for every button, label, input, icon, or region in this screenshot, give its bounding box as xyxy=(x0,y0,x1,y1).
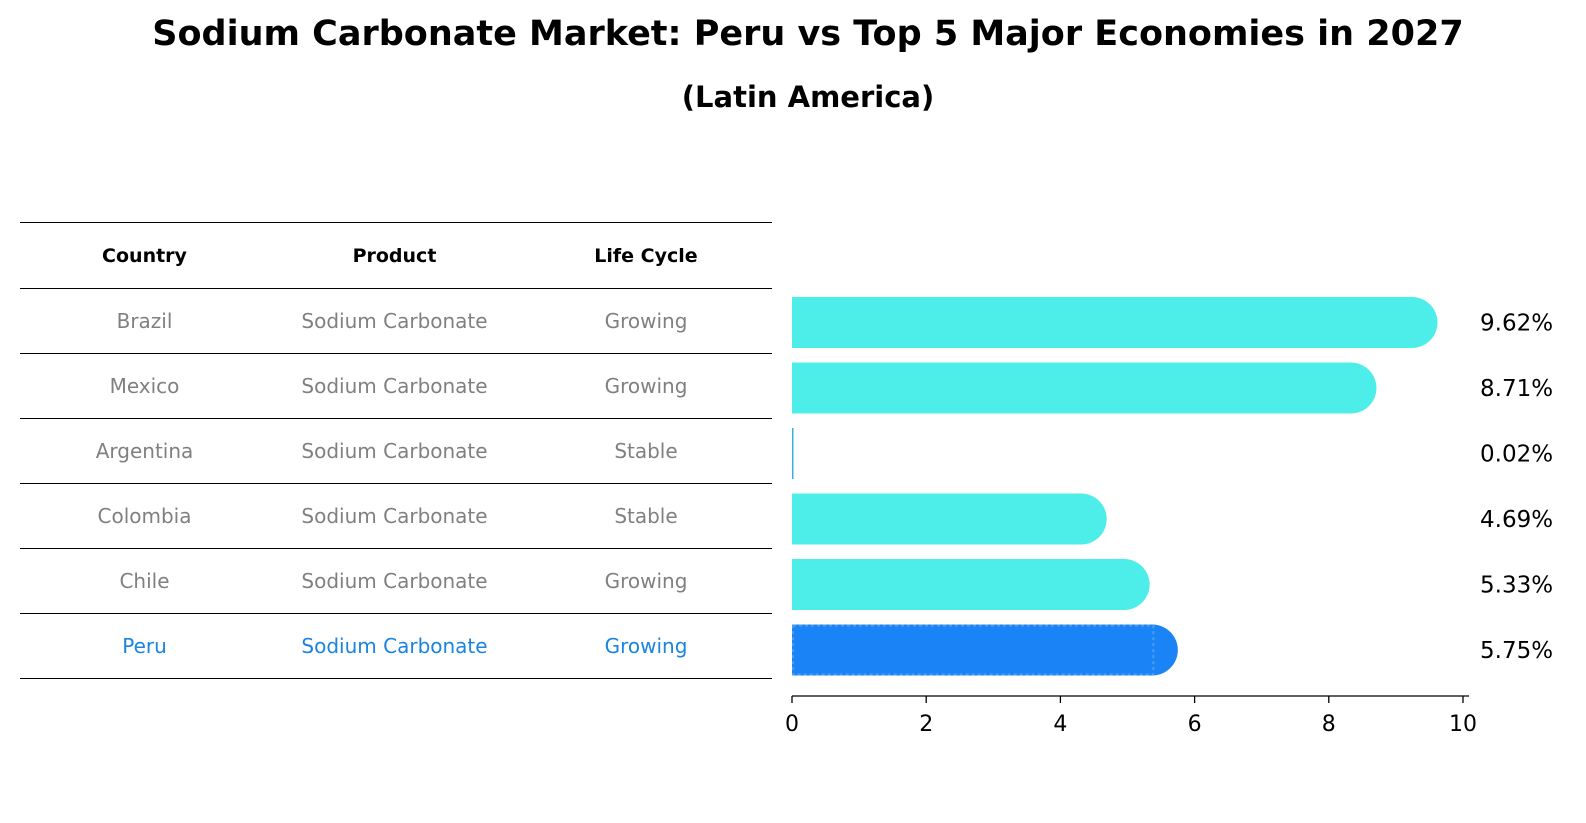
cell-product: Sodium Carbonate xyxy=(301,374,488,398)
x-tick-label: 4 xyxy=(1053,712,1067,737)
table-row-highlighted: Peru Sodium Carbonate Growing xyxy=(20,614,772,679)
value-label: 0.02% xyxy=(1480,442,1553,468)
cell-product: Sodium Carbonate xyxy=(301,634,488,658)
cell-life-cycle: Growing xyxy=(604,374,688,398)
bar-peru xyxy=(792,624,1178,676)
cell-country: Chile xyxy=(119,569,170,593)
value-label: 5.75% xyxy=(1480,638,1553,664)
header-life-cycle: Life Cycle xyxy=(594,244,698,267)
x-tick-label: 0 xyxy=(785,712,799,737)
cell-life-cycle: Growing xyxy=(604,634,688,658)
bar-chile xyxy=(792,559,1150,610)
table-header-row: Country Product Life Cycle xyxy=(20,222,772,289)
x-tick-label: 10 xyxy=(1449,712,1477,737)
value-label: 8.71% xyxy=(1480,376,1553,402)
cell-life-cycle: Growing xyxy=(604,309,688,333)
table-row: Colombia Sodium Carbonate Stable xyxy=(20,484,772,549)
table-row: Brazil Sodium Carbonate Growing xyxy=(20,289,772,354)
bar-mexico xyxy=(792,362,1377,414)
chart-subtitle: (Latin America) xyxy=(681,80,935,114)
cell-product: Sodium Carbonate xyxy=(301,439,488,463)
chart-title: Sodium Carbonate Market: Peru vs Top 5 M… xyxy=(152,14,1464,54)
cell-country: Peru xyxy=(122,634,167,658)
cell-country: Colombia xyxy=(97,504,192,528)
value-label: 9.62% xyxy=(1480,311,1553,337)
x-tick-label: 2 xyxy=(919,712,933,737)
table-row: Chile Sodium Carbonate Growing xyxy=(20,549,772,614)
cell-life-cycle: Growing xyxy=(604,569,688,593)
cell-product: Sodium Carbonate xyxy=(301,569,488,593)
data-table: Country Product Life Cycle Brazil Sodium… xyxy=(20,222,772,679)
bar-argentina xyxy=(792,428,794,479)
cell-country: Mexico xyxy=(109,374,180,398)
table-row: Mexico Sodium Carbonate Growing xyxy=(20,354,772,419)
x-tick-label: 8 xyxy=(1322,712,1336,737)
cell-life-cycle: Stable xyxy=(614,504,678,528)
header-country: Country xyxy=(102,244,187,267)
bar-brazil xyxy=(792,297,1438,348)
table-row: Argentina Sodium Carbonate Stable xyxy=(20,419,772,484)
header-product: Product xyxy=(352,244,437,267)
value-label: 5.33% xyxy=(1480,573,1553,599)
bar-colombia xyxy=(792,493,1107,545)
cell-product: Sodium Carbonate xyxy=(301,309,488,333)
value-label: 4.69% xyxy=(1480,507,1553,533)
cell-product: Sodium Carbonate xyxy=(301,504,488,528)
cell-life-cycle: Stable xyxy=(614,439,678,463)
cell-country: Brazil xyxy=(116,309,173,333)
cell-country: Argentina xyxy=(95,439,194,463)
x-tick-label: 6 xyxy=(1188,712,1202,737)
